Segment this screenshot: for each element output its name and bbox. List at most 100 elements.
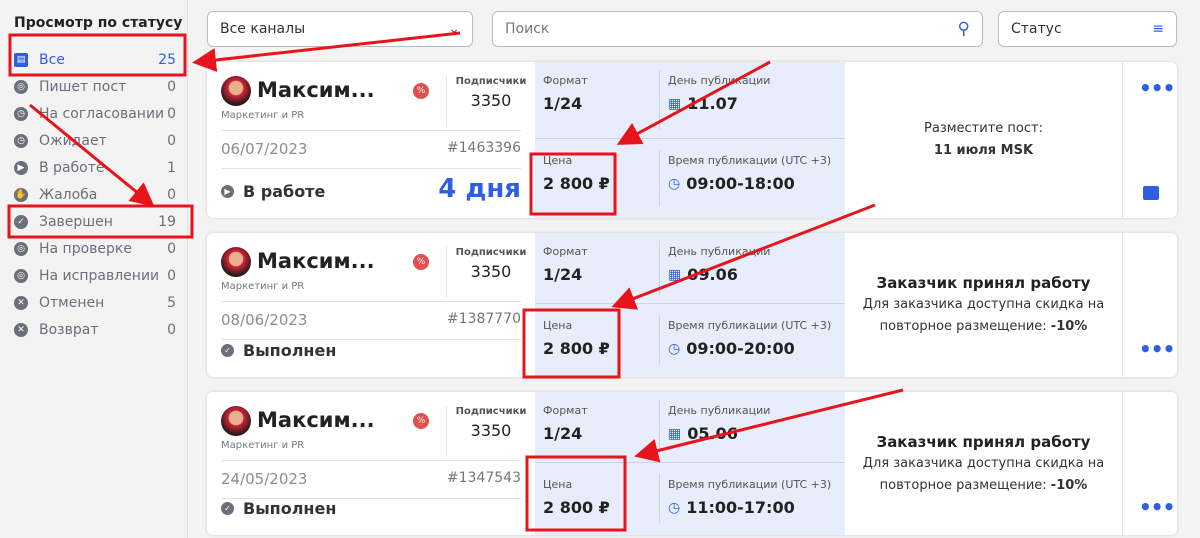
search-icon[interactable]: ⚲: [957, 19, 970, 39]
day-label: День публикации: [668, 404, 771, 417]
more-icon[interactable]: •••: [1139, 495, 1175, 519]
divider: [659, 241, 660, 295]
order-message: Заказчик принял работу Для заказчика дос…: [845, 233, 1122, 377]
calendar-icon: ▦: [668, 95, 682, 112]
order-card[interactable]: Максим... Маркетинг и PR % Подписчики 33…: [207, 62, 1177, 218]
channel-name[interactable]: Максим...: [257, 78, 375, 102]
sidebar-item[interactable]: ✕ Отменен 5: [14, 289, 176, 316]
more-icon[interactable]: •••: [1139, 337, 1175, 361]
clock-icon: ◷: [14, 106, 28, 121]
order-date: 06/07/2023: [221, 140, 308, 158]
divider: [221, 498, 521, 499]
sidebar-item[interactable]: ◎ На исправлении 0: [14, 262, 176, 289]
sidebar-item-label: На исправлении: [39, 267, 160, 284]
order-details: Формат 1/24 День публикации ▦ 09.06 Цена …: [535, 233, 845, 377]
clock-icon: ◷: [668, 499, 681, 516]
format-label: Формат: [543, 74, 588, 87]
order-id[interactable]: #1463396: [446, 140, 521, 156]
day-label: День публикации: [668, 74, 771, 87]
message-title: Заказчик принял работу: [876, 432, 1091, 451]
order-id[interactable]: #1387770: [446, 311, 521, 327]
card-menu: •••: [1122, 392, 1177, 535]
price-value: 2 800 ₽: [543, 339, 610, 358]
inbox-icon: ▤: [14, 52, 28, 67]
channel-name[interactable]: Максим...: [257, 249, 375, 273]
order-info: Максим... Маркетинг и PR % Подписчики 33…: [207, 62, 535, 218]
sidebar-item-label: Отменен: [39, 294, 105, 311]
clock-icon: ◷: [14, 133, 28, 148]
sidebar-item-label: На согласовании: [39, 105, 165, 122]
sidebar-item-label: Возврат: [39, 321, 99, 338]
sidebar-item-label: На проверке: [39, 240, 132, 257]
order-card[interactable]: Максим... Маркетинг и PR % Подписчики 33…: [207, 392, 1177, 535]
time-label: Время публикации (UTC +3): [668, 478, 832, 491]
time-label: Время публикации (UTC +3): [668, 319, 832, 332]
order-message: Разместите пост: 11 июля MSK: [845, 62, 1122, 218]
card-menu: •••: [1122, 62, 1177, 218]
divider: [221, 168, 521, 169]
subscribers-label: Подписчики: [455, 406, 527, 417]
format-label: Формат: [543, 404, 588, 417]
price-value: 2 800 ₽: [543, 174, 610, 193]
status-filter[interactable]: Статус ≡: [998, 11, 1177, 47]
sidebar-item[interactable]: ▤ Все 25: [14, 46, 176, 73]
chat-icon[interactable]: [1143, 186, 1159, 200]
sidebar-item[interactable]: ◷ Ожидает 0: [14, 127, 176, 154]
divider: [446, 406, 447, 456]
channel-select-value: Все каналы: [220, 21, 306, 37]
days-left: 4 дня: [438, 174, 521, 204]
card-menu: •••: [1122, 233, 1177, 377]
divider: [659, 70, 660, 130]
order-info: Максим... Маркетинг и PR % Подписчики 33…: [207, 392, 535, 535]
order-date: 08/06/2023: [221, 311, 308, 329]
play-icon: ▶: [221, 185, 234, 198]
avatar[interactable]: [221, 406, 251, 436]
order-id[interactable]: #1347543: [446, 470, 521, 486]
sidebar-item-count: 0: [167, 105, 176, 122]
subscribers-label: Подписчики: [455, 247, 527, 258]
subscribers-value: 3350: [470, 421, 512, 440]
order-status: ✓ Выполнен: [221, 499, 336, 518]
divider: [446, 247, 447, 297]
sidebar-item[interactable]: ◎ На проверке 0: [14, 235, 176, 262]
sidebar-item-count: 19: [158, 213, 176, 230]
sidebar-item[interactable]: ✋ Жалоба 0: [14, 181, 176, 208]
divider: [659, 150, 660, 206]
sidebar-item-count: 5: [167, 294, 176, 311]
sidebar-item[interactable]: ◷ На согласовании 0: [14, 100, 176, 127]
divider: [659, 315, 660, 365]
order-details: Формат 1/24 День публикации ▦ 05.06 Цена …: [535, 392, 845, 535]
x-circle-icon: ✕: [14, 322, 28, 337]
sidebar-item-label: Ожидает: [39, 132, 107, 149]
channel-select[interactable]: Все каналы ⌄: [207, 11, 473, 47]
calendar-icon: ▦: [668, 266, 682, 283]
search-doc-icon: ◎: [14, 79, 28, 94]
sidebar-item[interactable]: ◎ Пишет пост 0: [14, 73, 176, 100]
divider: [221, 301, 521, 302]
avatar[interactable]: [221, 247, 251, 277]
search-input[interactable]: Поиск ⚲: [492, 11, 983, 47]
more-icon[interactable]: •••: [1139, 76, 1175, 100]
channel-name[interactable]: Максим...: [257, 408, 375, 432]
divider: [535, 303, 845, 304]
sidebar-item[interactable]: ▶ В работе 1: [14, 154, 176, 181]
subscribers-value: 3350: [470, 91, 512, 110]
day-value: ▦ 11.07: [668, 94, 738, 113]
sidebar-item-count: 25: [158, 51, 176, 68]
sidebar-item-label: Пишет пост: [39, 78, 127, 95]
time-label: Время публикации (UTC +3): [668, 154, 832, 167]
x-circle-icon: ✕: [14, 295, 28, 310]
search-placeholder: Поиск: [505, 21, 550, 37]
price-value: 2 800 ₽: [543, 498, 610, 517]
sidebar-item-count: 0: [167, 186, 176, 203]
avatar[interactable]: [221, 76, 251, 106]
check-icon: ✓: [221, 344, 234, 357]
order-card[interactable]: Максим... Маркетинг и PR % Подписчики 33…: [207, 233, 1177, 377]
sidebar-item-count: 0: [167, 240, 176, 257]
time-value: ◷ 09:00-18:00: [668, 174, 795, 193]
format-label: Формат: [543, 245, 588, 258]
message-body: Для заказчика доступна скидка на повторн…: [862, 455, 1105, 493]
sidebar-item[interactable]: ✓ Завершен 19: [14, 208, 176, 235]
status-filter-label: Статус: [1011, 21, 1062, 37]
sidebar-item[interactable]: ✕ Возврат 0: [14, 316, 176, 343]
